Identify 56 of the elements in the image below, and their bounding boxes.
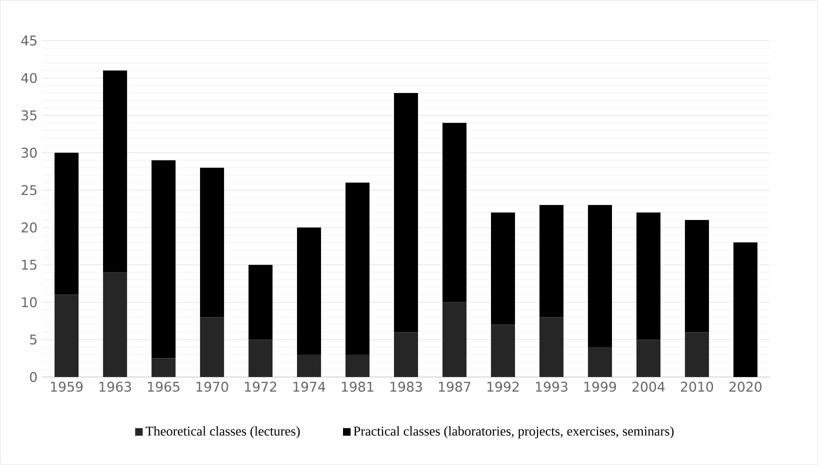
bar <box>297 354 322 378</box>
x-tick-label: 1965 <box>148 382 180 392</box>
y-tick-label: 30 <box>22 148 37 158</box>
bar <box>442 302 467 378</box>
bar <box>442 123 467 302</box>
bar <box>394 332 418 378</box>
y-tick-label: 5 <box>30 334 36 345</box>
x-tick-label: 1963 <box>100 382 131 392</box>
bar <box>346 182 370 355</box>
bar <box>539 317 564 378</box>
bar <box>103 70 128 272</box>
bar <box>588 205 612 348</box>
x-tick-label: 1970 <box>196 382 228 392</box>
bar <box>248 340 273 378</box>
bar <box>539 205 564 318</box>
x-tick-label: 2010 <box>680 382 714 392</box>
bar <box>636 340 660 378</box>
bar <box>54 294 79 378</box>
y-tick-label: 35 <box>22 110 36 121</box>
y-tick-label: 45 <box>21 36 36 46</box>
x-tick-label: 1974 <box>294 382 326 392</box>
bar <box>103 272 128 378</box>
bar <box>588 347 612 378</box>
bar <box>490 324 515 378</box>
x-tick-label: 2004 <box>632 382 665 392</box>
bar <box>152 358 176 378</box>
bar <box>346 354 370 378</box>
bar <box>200 317 224 378</box>
y-tick-label: 10 <box>22 297 37 308</box>
y-tick-label: 0 <box>30 372 37 382</box>
x-tick-label: 1992 <box>487 382 519 392</box>
x-tick-label: 1993 <box>536 382 568 392</box>
x-tick-label: 1981 <box>342 382 374 392</box>
x-tick-label: 1959 <box>51 382 83 392</box>
bar <box>54 152 79 295</box>
bar <box>152 160 176 358</box>
bar <box>684 220 709 332</box>
bar <box>394 93 418 332</box>
x-tick-label: 1972 <box>245 382 276 392</box>
legend-label: Theoretical classes (lectures) <box>146 426 300 439</box>
bar <box>684 332 709 378</box>
x-tick-label: 1999 <box>584 382 616 392</box>
bar <box>297 228 322 355</box>
y-tick-label: 25 <box>22 185 36 196</box>
bar <box>490 212 515 325</box>
x-tick-label: 1983 <box>390 382 422 392</box>
y-tick-label: 15 <box>22 260 36 270</box>
bar <box>733 242 758 378</box>
bar <box>636 212 660 340</box>
x-tick-label: 2020 <box>729 382 762 392</box>
y-tick-label: 40 <box>21 73 37 84</box>
bar <box>248 265 273 340</box>
legend-label: Practical classes (laboratories, projects, exercises, seminars) <box>354 426 674 439</box>
bar <box>200 168 224 318</box>
x-tick-label: 1987 <box>438 382 470 392</box>
y-tick-label: 20 <box>22 222 37 233</box>
